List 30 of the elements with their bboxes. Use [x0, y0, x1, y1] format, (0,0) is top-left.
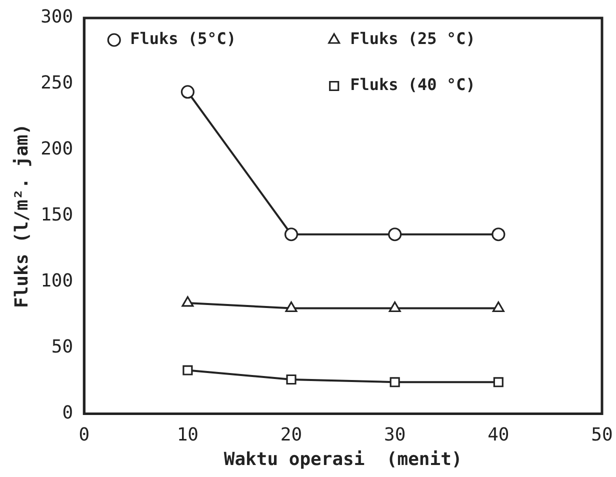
point [182, 296, 194, 307]
y-tick-label: 150 [40, 204, 74, 226]
x-tick-label: 50 [591, 424, 613, 446]
point [388, 228, 402, 242]
x-tick-label: 20 [280, 424, 302, 446]
point [180, 85, 194, 99]
point [182, 365, 193, 376]
y-tick-label: 250 [40, 72, 74, 94]
legend-label: Fluks (40 °C) [350, 75, 476, 94]
x-tick-label: 0 [78, 424, 90, 446]
legend-label: Fluks (25 °C) [350, 29, 476, 48]
x-axis-title: Waktu operasi (menit) [224, 448, 462, 470]
y-tick-label: 100 [40, 270, 74, 292]
point [388, 301, 401, 312]
point [390, 377, 400, 388]
y-tick-label: 300 [40, 6, 74, 28]
point [286, 374, 296, 385]
point [284, 228, 298, 242]
x-tick-label: 30 [384, 424, 406, 446]
y-axis-title: Fluks (l/m². jam) [11, 124, 32, 308]
point [493, 377, 504, 388]
x-tick-label: 40 [488, 424, 510, 446]
y-tick-label: 200 [40, 138, 74, 160]
x-tick-label: 10 [176, 424, 199, 446]
point [492, 228, 506, 242]
y-tick-label: 50 [51, 336, 74, 358]
legend-label: Fluks (5°C) [130, 29, 236, 48]
y-tick-label: 0 [62, 402, 74, 424]
point [492, 301, 504, 312]
point [285, 301, 298, 312]
